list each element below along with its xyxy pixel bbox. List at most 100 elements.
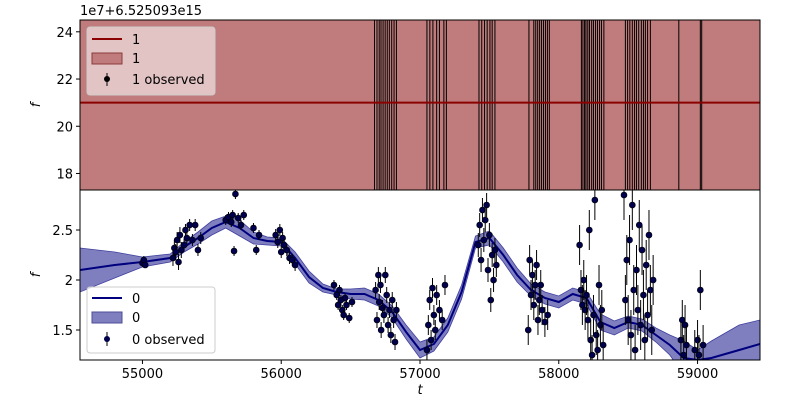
bottom-legend: 0 0 0 observed (86, 286, 216, 354)
bottom-data-point (383, 291, 390, 299)
bottom-data-point (586, 226, 593, 234)
bottom-data-point (433, 291, 440, 299)
bottom-data-point (590, 311, 597, 319)
bottom-data-point (529, 271, 536, 279)
bottom-data-point (683, 341, 690, 349)
bottom-data-point (141, 261, 149, 269)
bottom-data-point (587, 336, 594, 344)
x-tick-label: 59000 (677, 367, 718, 382)
bottom-data-point (274, 238, 282, 246)
bottom-data-point (536, 296, 543, 304)
bottom-legend-label-band: 0 (132, 311, 140, 326)
bottom-data-point (524, 326, 532, 334)
bottom-data-point (176, 231, 184, 239)
bottom-data-point (637, 321, 644, 329)
bottom-data-point (699, 341, 707, 349)
bottom-data-point (544, 311, 551, 319)
bottom-data-point (279, 234, 286, 242)
top-y-axis-label: f (29, 100, 44, 107)
bottom-data-point (375, 271, 382, 279)
bottom-data-point (691, 346, 699, 354)
top-legend-marker-swatch (104, 76, 110, 82)
bottom-data-point (480, 236, 488, 244)
bottom-panel: 1.5 2 2.5 55000 56000 57000 58000 59000 f t 0 … (29, 189, 761, 398)
bottom-data-point (240, 211, 248, 219)
top-legend: 1 1 1 observed (86, 26, 216, 96)
x-tick-label: 58000 (538, 367, 579, 382)
bottom-data-point (483, 201, 490, 209)
bottom-data-point (232, 190, 239, 198)
x-tick-label: 57000 (399, 367, 440, 382)
bottom-data-point (234, 214, 242, 222)
bottom-data-point (250, 224, 257, 232)
bottom-data-point (493, 261, 500, 269)
bottom-data-point (343, 301, 350, 309)
top-y-tick-label: 22 (56, 73, 73, 88)
bottom-data-point (647, 286, 654, 294)
bottom-data-point (527, 291, 535, 299)
bottom-data-point (277, 248, 285, 256)
bottom-data-point (626, 236, 633, 244)
bottom-data-point (476, 221, 483, 229)
top-errorbars (373, 20, 703, 190)
top-legend-box (86, 26, 216, 96)
bottom-data-point (377, 326, 385, 334)
bottom-data-point (534, 316, 542, 324)
bottom-data-point (526, 256, 533, 264)
bottom-data-point (479, 206, 486, 214)
bottom-data-point (377, 281, 384, 289)
bottom-data-point (576, 241, 583, 249)
top-y-tick-label: 20 (56, 120, 73, 135)
bottom-data-point (427, 336, 435, 344)
top-y-tick-label: 24 (56, 26, 73, 41)
top-legend-label-observed: 1 observed (132, 73, 205, 88)
bottom-data-point (189, 236, 196, 244)
bottom-data-point (649, 276, 657, 284)
bottom-data-point (425, 321, 432, 329)
bottom-data-point (541, 318, 549, 326)
bottom-data-point (229, 211, 236, 219)
bottom-data-point (186, 221, 193, 229)
bottom-data-point (393, 306, 400, 314)
bottom-data-point (348, 298, 356, 306)
top-offset-label: 1e7+6.525093e15 (80, 4, 202, 19)
top-y-tick-label: 18 (56, 167, 73, 182)
bottom-data-point (633, 266, 640, 274)
bottom-data-point (623, 256, 631, 264)
bottom-data-point (391, 338, 399, 346)
bottom-data-point (595, 281, 603, 289)
bottom-data-point (635, 221, 643, 229)
bottom-data-point (598, 306, 606, 314)
bottom-data-point (580, 276, 588, 284)
bottom-data-point (390, 316, 397, 324)
bottom-data-point (638, 246, 646, 254)
bottom-data-point (436, 306, 443, 314)
bottom-data-point (191, 221, 199, 229)
bottom-data-point (372, 286, 379, 294)
bottom-legend-marker-swatch (104, 336, 110, 342)
bottom-data-point (490, 276, 497, 284)
bottom-data-point (387, 331, 395, 339)
bottom-data-point (697, 286, 704, 294)
bottom-data-point (594, 346, 601, 354)
bottom-data-point (538, 306, 546, 314)
bottom-data-point (441, 281, 449, 289)
bottom-data-point (429, 284, 436, 292)
bottom-data-point (175, 258, 182, 266)
bottom-data-point (634, 306, 642, 314)
bottom-data-point (622, 296, 629, 304)
bottom-data-point (584, 316, 592, 324)
bottom-data-point (642, 261, 650, 269)
bottom-data-point (341, 294, 349, 302)
bottom-data-point (388, 296, 396, 304)
bottom-data-point (477, 256, 485, 264)
bottom-data-point (631, 346, 639, 354)
bottom-data-point (599, 341, 607, 349)
top-y-ticks: 18 20 22 24 (56, 26, 80, 182)
bottom-data-point (375, 298, 383, 306)
bottom-data-point (373, 316, 381, 324)
bottom-data-point (180, 241, 188, 249)
bottom-data-point (680, 351, 687, 359)
bottom-data-point (172, 248, 180, 256)
